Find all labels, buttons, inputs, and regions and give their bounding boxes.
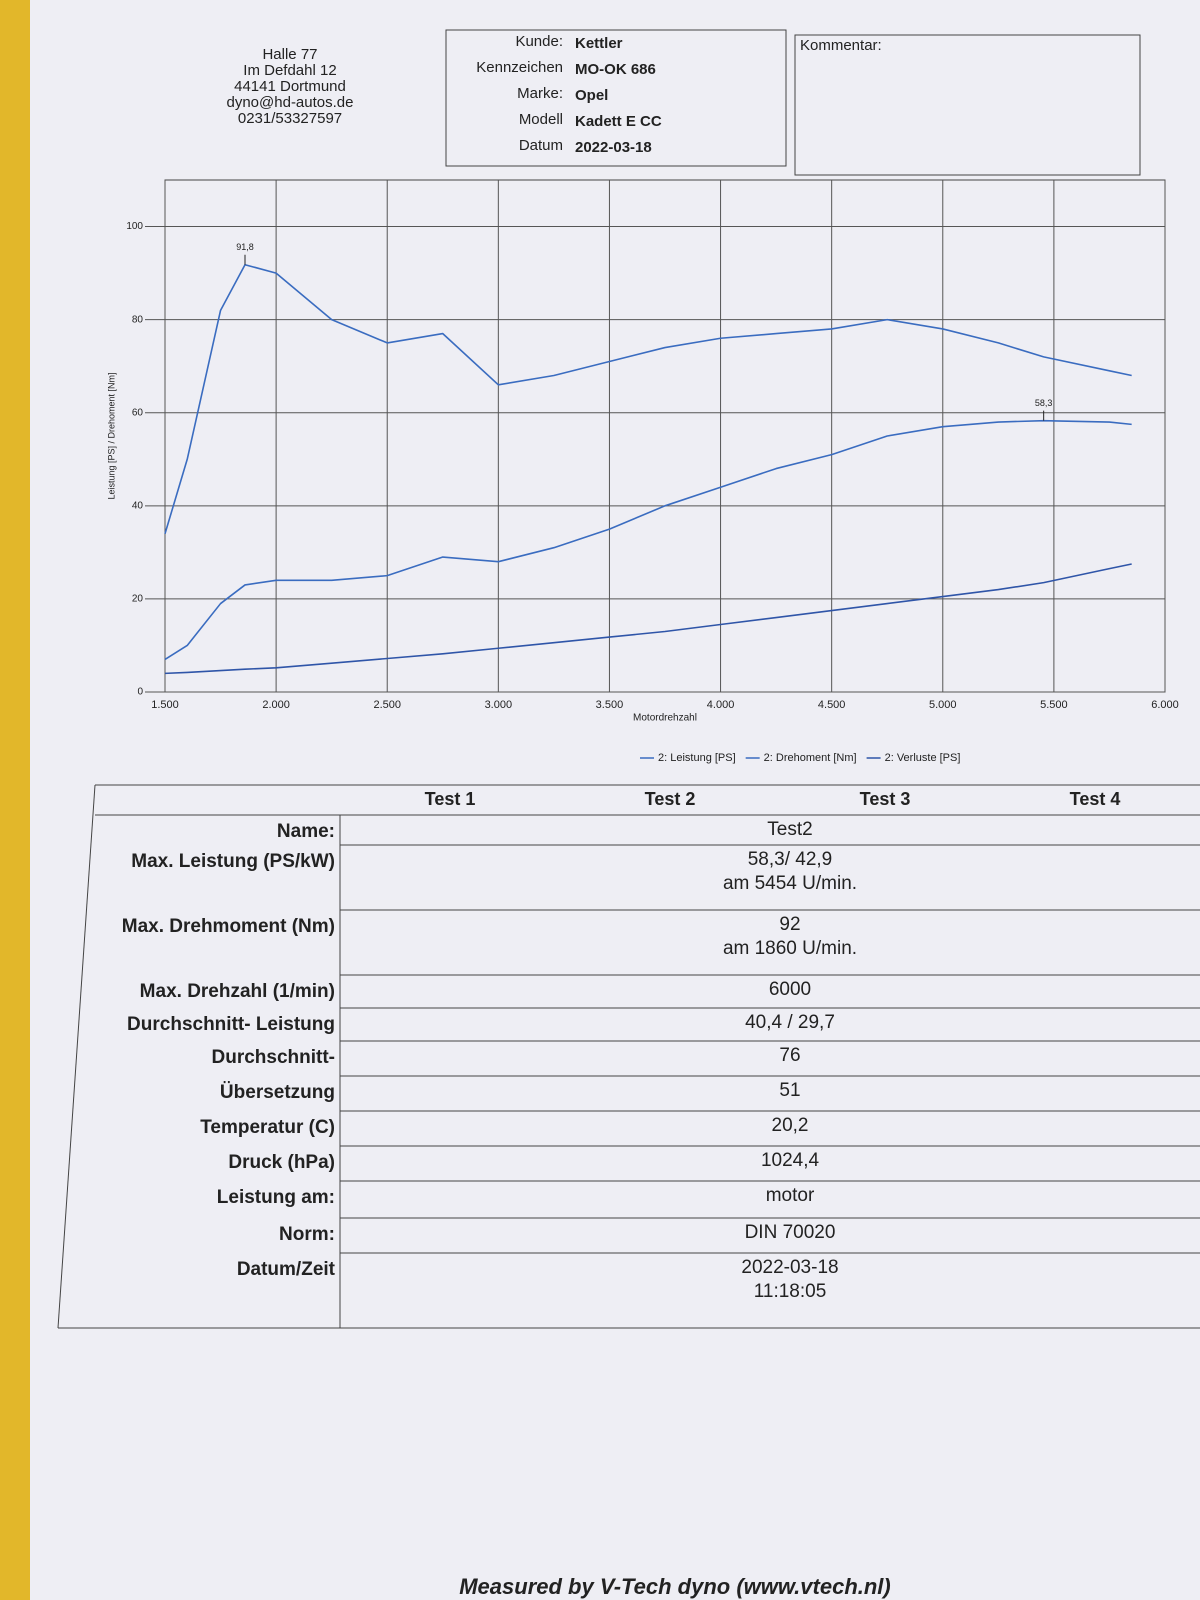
field-label: Datum — [519, 137, 563, 154]
row-label: Durchschnitt- — [212, 1047, 336, 1068]
row-label: Übersetzung — [220, 1082, 335, 1103]
row-label: Durchschnitt- Leistung — [127, 1014, 335, 1035]
legend-label: 2: Drehoment [Nm] — [764, 752, 857, 764]
field-label: Kennzeichen — [476, 59, 563, 76]
address-line: Im Defdahl 12 — [243, 62, 336, 79]
column-header: Test 3 — [860, 789, 911, 809]
row-value: 51 — [779, 1080, 800, 1101]
row-label: Norm: — [279, 1224, 335, 1245]
paper — [30, 0, 1200, 1600]
field-value: Opel — [575, 87, 608, 104]
row-value: DIN 70020 — [745, 1222, 836, 1243]
x-tick-label: 3.000 — [485, 699, 513, 711]
row-value: 6000 — [769, 979, 811, 1000]
row-label: Max. Leistung (PS/kW) — [131, 851, 335, 872]
legend-label: 2: Verluste [PS] — [885, 752, 961, 764]
x-tick-label: 4.000 — [707, 699, 735, 711]
value-label: 58,3 — [1035, 398, 1053, 408]
row-value: 20,2 — [772, 1115, 809, 1136]
x-tick-label: 6.000 — [1151, 699, 1179, 711]
y-tick-label: 60 — [132, 407, 144, 418]
series-line — [164, 263, 1132, 534]
address-line: 0231/53327597 — [238, 110, 342, 127]
row-value: 40,4 / 29,7 — [745, 1012, 835, 1033]
row-label: Druck (hPa) — [228, 1152, 335, 1173]
address-line: 44141 Dortmund — [234, 78, 346, 95]
comment-box — [794, 34, 1141, 176]
row-value: 1024,4 — [761, 1150, 820, 1171]
x-tick-label: 2.000 — [262, 699, 290, 711]
x-tick-label: 4.500 — [818, 699, 846, 711]
table-line — [57, 784, 96, 1329]
field-value: 2022-03-18 — [575, 139, 652, 156]
row-value: 92 — [779, 914, 800, 935]
y-tick-label: 100 — [126, 221, 143, 232]
y-tick-label: 0 — [137, 687, 143, 698]
column-header: Test 4 — [1070, 789, 1121, 809]
y-tick-label: 80 — [132, 314, 144, 325]
x-tick-label: 5.500 — [1040, 699, 1068, 711]
field-label: Kunde: — [515, 33, 563, 50]
comment-label: Kommentar: — [800, 37, 882, 54]
series-line — [164, 419, 1132, 661]
y-axis-label: Leistung [PS] / Drehoment [Nm] — [106, 372, 116, 499]
row-value: motor — [766, 1185, 815, 1206]
row-label: Max. Drehmoment (Nm) — [122, 916, 335, 937]
x-tick-label: 3.500 — [596, 699, 624, 711]
row-value: Test2 — [767, 819, 812, 840]
address-line: Halle 77 — [262, 46, 317, 63]
row-value: 2022-03-18 — [741, 1257, 838, 1278]
x-tick-label: 1.500 — [151, 699, 179, 711]
column-header: Test 2 — [645, 789, 696, 809]
field-label: Marke: — [517, 85, 563, 102]
row-label: Temperatur (C) — [200, 1117, 335, 1138]
row-value: am 5454 U/min. — [723, 873, 857, 894]
footer: Measured by V-Tech dyno (www.vtech.nl) — [459, 1574, 891, 1599]
row-value: am 1860 U/min. — [723, 938, 857, 959]
row-label: Max. Drehzahl (1/min) — [140, 981, 335, 1002]
series-line — [164, 563, 1132, 675]
row-value: 11:18:05 — [754, 1281, 827, 1302]
x-tick-label: 2.500 — [373, 699, 401, 711]
address-line: dyno@hd-autos.de — [227, 94, 354, 111]
field-value: MO-OK 686 — [575, 61, 656, 78]
row-value: 76 — [779, 1045, 800, 1066]
field-value: Kadett E CC — [575, 113, 662, 130]
row-value: 58,3/ 42,9 — [748, 849, 833, 870]
row-label: Leistung am: — [217, 1187, 335, 1208]
field-label: Modell — [519, 111, 563, 128]
legend-label: 2: Leistung [PS] — [658, 752, 736, 764]
field-value: Kettler — [575, 35, 623, 52]
column-header: Test 1 — [425, 789, 476, 809]
y-tick-label: 20 — [132, 594, 144, 605]
row-label: Name: — [277, 821, 335, 842]
row-label: Datum/Zeit — [237, 1259, 336, 1280]
value-label: 91,8 — [236, 242, 254, 252]
x-axis-label: Motordrehzahl — [633, 713, 697, 724]
x-tick-label: 5.000 — [929, 699, 957, 711]
y-tick-label: 40 — [132, 500, 144, 511]
customer-box — [445, 29, 787, 167]
